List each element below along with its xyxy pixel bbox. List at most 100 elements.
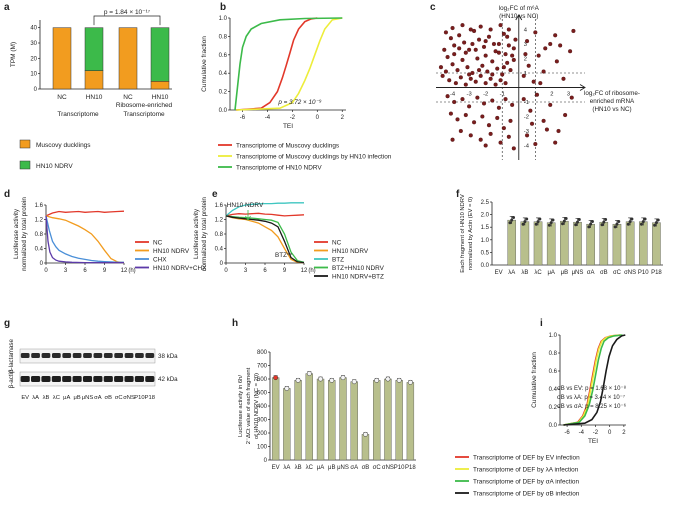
g-band-lactamase [93, 353, 103, 358]
panel-label-d: d [4, 189, 10, 200]
d-xtick-label: 0 [44, 268, 48, 274]
d-series-line [45, 215, 125, 264]
i-ytick-label: 0.8 [549, 351, 558, 357]
i-xlabel: TEI [588, 438, 598, 445]
c-point [460, 97, 465, 102]
f-data-point [643, 217, 647, 221]
h-category-label: μB [328, 465, 335, 471]
i-ytick-label: 0.2 [549, 405, 558, 411]
h-ytick-label: 300 [257, 418, 268, 424]
f-data-point [641, 220, 645, 224]
d-ytick-label: 0.8 [35, 232, 44, 238]
c-point [488, 27, 493, 32]
c-point [496, 41, 501, 47]
b-xlabel: TEI [283, 123, 293, 130]
c-point [480, 114, 485, 119]
g-band-actin [124, 376, 134, 382]
h-category-label: P10 [394, 465, 405, 471]
f-bar [625, 221, 635, 266]
g-band-actin [20, 376, 30, 382]
c-point [458, 75, 463, 80]
g-band-lactamase [124, 353, 134, 358]
h-bar [294, 380, 302, 461]
c-ytick-label: 4 [524, 28, 528, 34]
h-data-point [340, 375, 346, 381]
b-ytick-label: 0.0 [219, 108, 228, 114]
f-data-point [536, 220, 540, 224]
c-point [523, 52, 528, 57]
e-arrowhead [245, 215, 251, 221]
a-category-label: HN10 [86, 94, 103, 101]
c-point [495, 66, 500, 71]
h-data-point [273, 375, 279, 381]
a-category-label: NC [57, 94, 67, 101]
panel-label-e: e [212, 189, 218, 200]
a-bar-muscovy [52, 27, 72, 90]
f-data-point [512, 215, 516, 219]
c-point [483, 53, 488, 58]
f-category-label: λC [534, 270, 542, 276]
f-category-label: σA [587, 270, 595, 276]
f-data-point [639, 222, 643, 226]
c-point [538, 81, 543, 86]
h-ytick-label: 400 [257, 404, 268, 410]
g-lane-label: σC [115, 395, 123, 401]
panel-label-g: g [4, 318, 10, 329]
a-ytick-label: 0 [34, 87, 38, 93]
h-bar [395, 380, 403, 461]
d-ytick-label: 1.2 [35, 218, 44, 224]
f-data-point [549, 221, 553, 225]
f-data-point [510, 218, 514, 222]
g-band-actin [41, 376, 51, 382]
d-legend-label: HN10 NDRV+CHX [153, 265, 207, 272]
c-point [463, 82, 468, 87]
c-point [460, 23, 465, 28]
d-ytick-label: 0.4 [35, 247, 44, 253]
b-xtick-label: -6 [240, 115, 246, 121]
a-ytick-label: 10 [30, 72, 37, 78]
b-ylabel: Cumulative fraction [201, 36, 208, 92]
c-point [478, 24, 483, 29]
e-ytick-label: 0.4 [215, 247, 224, 253]
h-ytick-label: 200 [257, 431, 268, 437]
h-data-point [407, 379, 413, 385]
h-category-label: P18 [405, 465, 416, 471]
h-ytick-label: 600 [257, 377, 268, 383]
c-point [490, 59, 495, 64]
e-annotation: HN10 NDRV [227, 202, 264, 209]
c-ytick-label: 2 [524, 57, 527, 63]
h-data-point [396, 377, 402, 383]
panel-a: a 0 10 20 30 40 TPM (M) NC HN10 NC HN10 Transcripto… [4, 2, 173, 170]
c-point [510, 102, 515, 107]
g-lane-label: EV [21, 395, 29, 401]
d-xtick-label: 3 [64, 268, 68, 274]
h-bar [305, 373, 313, 461]
e-series-line [225, 215, 305, 263]
f-data-point [617, 220, 621, 224]
c-xtick-label: 3 [567, 92, 570, 98]
g-band-lactamase [62, 353, 72, 358]
c-point [558, 43, 563, 48]
c-point [493, 49, 498, 54]
f-category-label: σC [613, 270, 622, 276]
i-xtick-label: -6 [564, 430, 570, 436]
a-legend-label: Muscovy ducklings [36, 142, 91, 149]
e-ylabel: Luciferase activity [193, 208, 200, 259]
h-ytick-label: 0 [264, 458, 268, 464]
f-ytick-label: 2.5 [481, 200, 490, 206]
f-data-point [523, 220, 527, 224]
a-legend-swatch [19, 160, 31, 170]
f-bar [520, 221, 530, 266]
c-point [453, 81, 458, 86]
panel-label-a: a [4, 2, 10, 13]
c-point [501, 126, 506, 131]
g-band-actin [31, 376, 41, 382]
a-bar-muscovy [150, 81, 170, 90]
e-series-line [225, 215, 305, 264]
a-significance-bracket [93, 15, 161, 26]
c-xtick-label: -3 [467, 92, 472, 98]
a-bar-hn10 [150, 27, 170, 82]
g-band-actin [93, 376, 103, 382]
e-ylabel: normalized by total protein [201, 197, 208, 271]
g-band-actin [51, 376, 61, 382]
